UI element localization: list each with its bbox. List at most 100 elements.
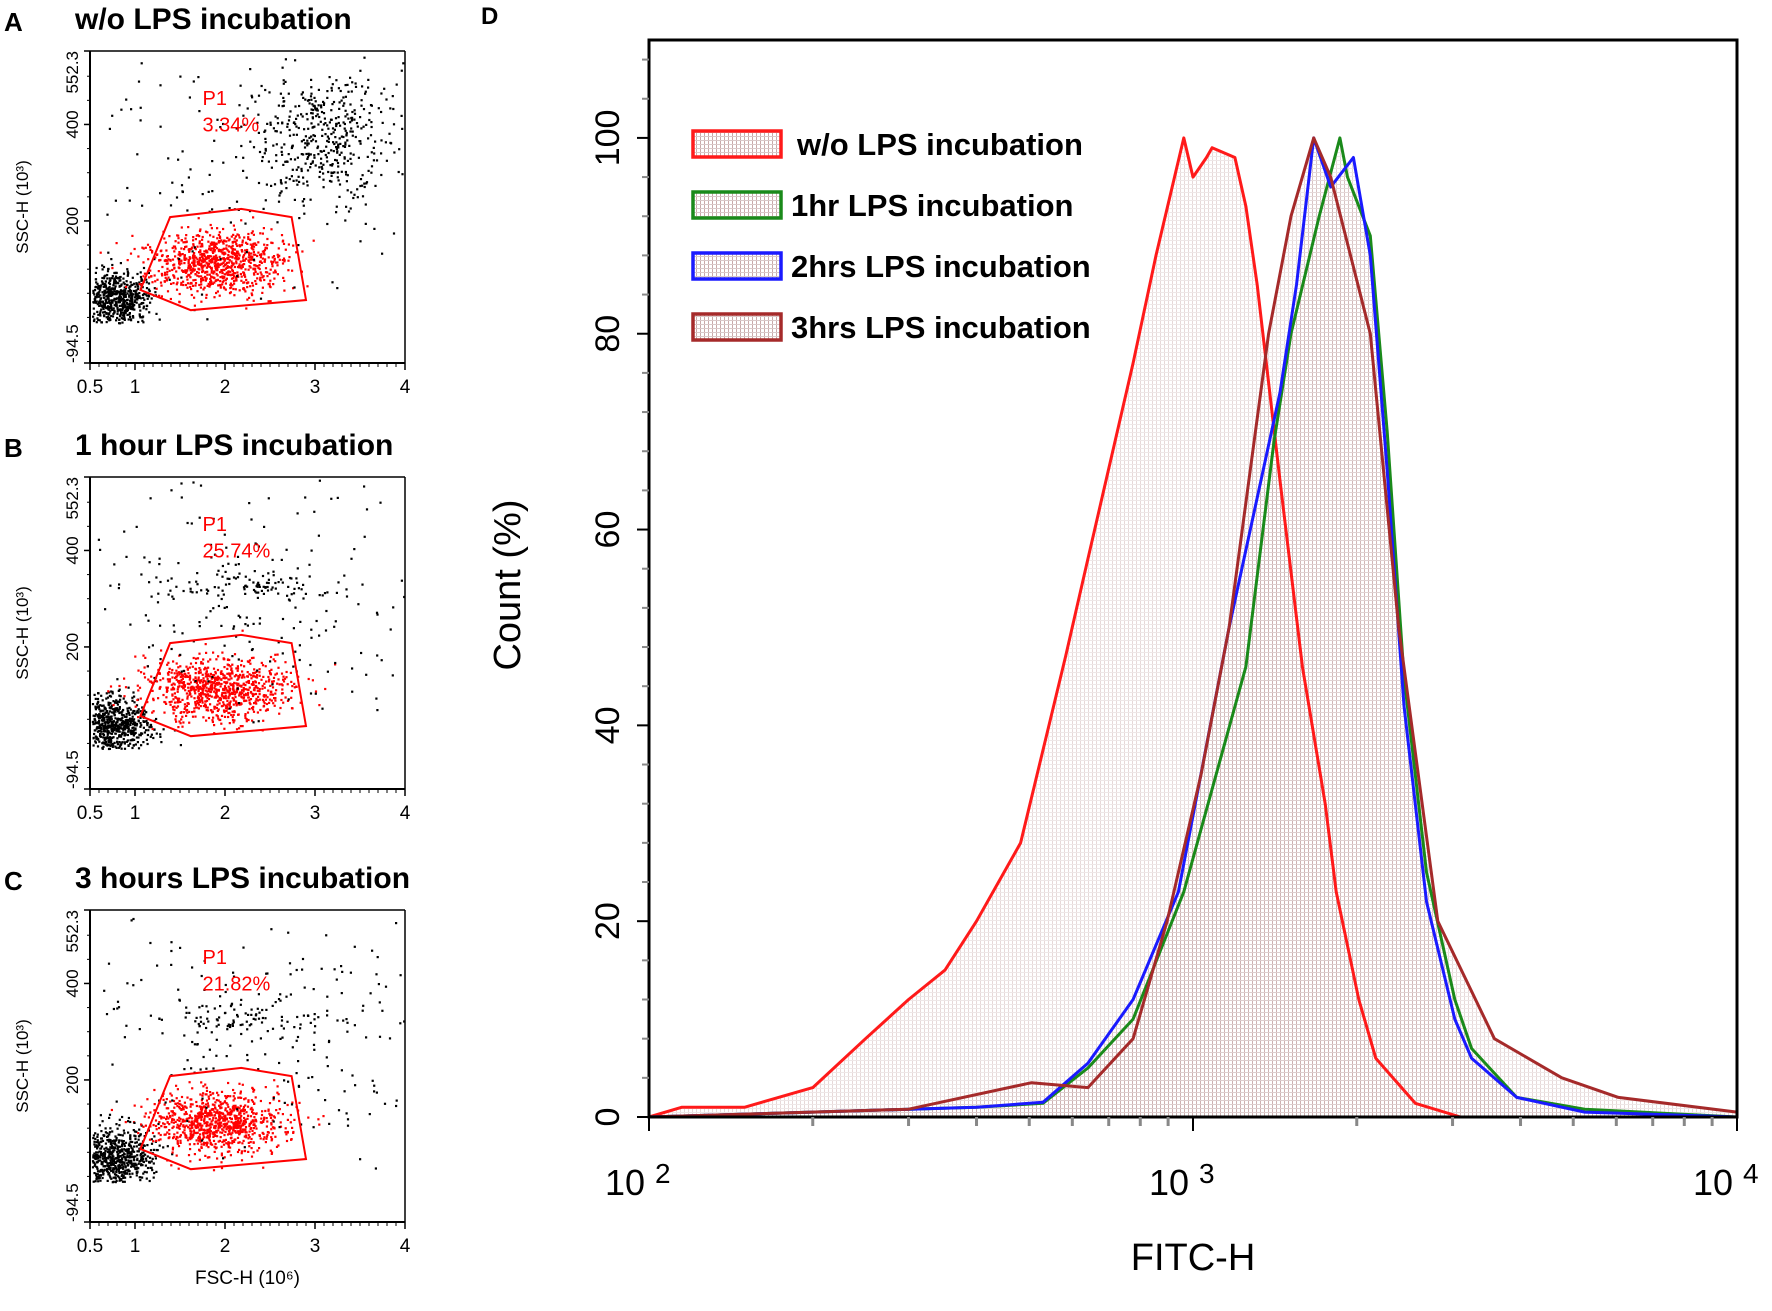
scatter-dot xyxy=(243,259,246,262)
scatter-dot xyxy=(162,728,165,731)
scatter-dot xyxy=(149,1149,153,1152)
scatter-dot xyxy=(121,1142,124,1145)
scatter-dot xyxy=(344,141,347,144)
scatter-dot xyxy=(159,662,162,665)
scatter-dot xyxy=(248,578,251,581)
scatter-dot xyxy=(122,289,125,292)
scatter-dot xyxy=(226,236,229,239)
scatter-dot xyxy=(159,1115,162,1118)
scatter-dot xyxy=(112,1171,115,1174)
scatter-dot xyxy=(213,1104,216,1107)
scatter-dot xyxy=(118,583,121,586)
scatter-dot xyxy=(101,722,104,725)
scatter-dot xyxy=(222,674,225,677)
scatter-dot xyxy=(264,88,267,92)
scatter-dot xyxy=(194,1114,197,1117)
scatter-dot xyxy=(191,284,195,287)
scatter-dot xyxy=(268,670,271,673)
scatter-dot xyxy=(202,1131,205,1134)
scatter-dot xyxy=(127,318,130,321)
scatter-dot xyxy=(115,728,118,731)
scatter-dot xyxy=(103,277,106,280)
scatter-dot xyxy=(226,699,229,703)
scatter-dot xyxy=(140,279,143,282)
scatter-dot xyxy=(155,312,158,315)
scatter-dot xyxy=(127,290,130,293)
scatter-dot xyxy=(243,665,246,668)
scatter-dot xyxy=(346,174,349,177)
scatter-dot xyxy=(346,159,349,162)
scatter-dot xyxy=(379,501,382,504)
scatter-dot xyxy=(191,261,194,264)
scatter-dot xyxy=(200,293,204,296)
scatter-dot xyxy=(103,296,106,299)
scatter-dot xyxy=(130,302,133,305)
scatter-dot xyxy=(275,672,278,675)
scatter-dot xyxy=(189,265,193,268)
scatter-dot xyxy=(256,674,259,677)
scatter-dot xyxy=(99,1159,102,1162)
scatter-dot xyxy=(279,192,282,195)
scatter-dot xyxy=(230,264,233,267)
x-tick-label: 4 xyxy=(400,377,411,398)
scatter-dot xyxy=(298,644,301,647)
scatter-dot xyxy=(227,715,230,719)
scatter-dot xyxy=(192,257,195,260)
scatter-dot xyxy=(252,242,255,245)
scatter-dot xyxy=(263,695,266,698)
scatter-dot xyxy=(172,1118,176,1121)
scatter-dot xyxy=(109,294,112,297)
scatter-dot xyxy=(158,687,161,690)
scatter-dot xyxy=(151,689,154,692)
scatter-dot xyxy=(214,670,217,674)
scatter-dot xyxy=(147,729,150,732)
scatter-dot xyxy=(267,497,270,500)
scatter-dot xyxy=(194,284,197,287)
scatter-dot xyxy=(120,1148,124,1151)
scatter-dot xyxy=(205,1089,209,1092)
scatter-dot xyxy=(194,1116,197,1119)
scatter-dot xyxy=(284,248,287,251)
scatter-dot xyxy=(326,135,329,138)
scatter-dot xyxy=(120,721,123,724)
scatter-dot xyxy=(403,595,406,599)
scatter-dot xyxy=(159,733,162,736)
scatter-dot xyxy=(200,1143,203,1146)
scatter-dot xyxy=(304,592,307,595)
scatter-dot xyxy=(177,562,180,565)
scatter-dot xyxy=(184,283,187,287)
scatter-dot xyxy=(112,287,115,290)
scatter-dot xyxy=(257,581,260,584)
scatter-dot xyxy=(199,484,203,487)
scatter-dot xyxy=(181,715,184,718)
scatter-dot xyxy=(217,689,220,692)
scatter-dot xyxy=(97,295,100,298)
scatter-dot xyxy=(102,709,105,712)
scatter-dot xyxy=(97,302,101,305)
scatter-dot xyxy=(103,721,106,724)
scatter-dot xyxy=(176,1102,179,1105)
scatter-dot xyxy=(249,703,252,706)
scatter-dot xyxy=(180,184,184,187)
scatter-dot xyxy=(311,160,314,163)
scatter-dot xyxy=(216,679,219,682)
scatter-dot xyxy=(167,1112,170,1115)
scatter-dot xyxy=(262,700,265,703)
scatter-dot xyxy=(179,1117,182,1121)
scatter-dot xyxy=(353,109,356,112)
scatter-dot xyxy=(232,1129,235,1132)
scatter-dot xyxy=(163,259,166,262)
scatter-dot xyxy=(96,697,100,701)
scatter-dot xyxy=(92,291,95,294)
scatter-dot xyxy=(176,690,179,693)
scatter-dot xyxy=(327,170,330,174)
scatter-dot xyxy=(133,1150,136,1153)
scatter-dot xyxy=(117,730,120,733)
scatter-dot xyxy=(210,1114,213,1117)
scatter-dot xyxy=(286,683,289,686)
scatter-dot xyxy=(167,157,170,160)
scatter-dot xyxy=(231,663,234,666)
scatter-dot xyxy=(94,278,97,281)
scatter-dot xyxy=(94,697,97,700)
scatter-dot xyxy=(240,676,244,679)
